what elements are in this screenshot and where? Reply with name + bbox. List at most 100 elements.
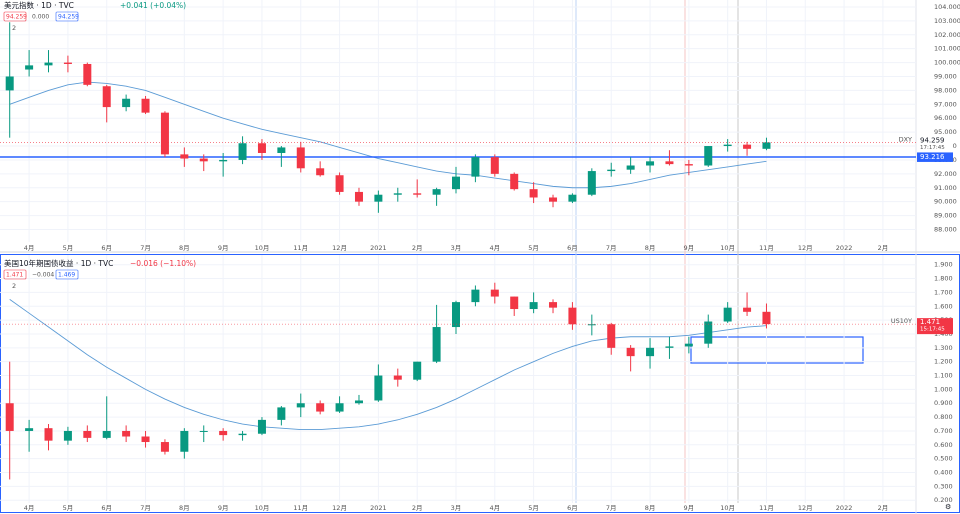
header-value: 1.469: [58, 272, 75, 279]
candle-body: [452, 176, 460, 190]
x-tick-label: 10月: [720, 504, 735, 512]
candle-body: [587, 171, 596, 195]
candle-body: [141, 98, 150, 113]
y-tick-label: 92.000: [934, 170, 957, 178]
x-tick-label: 10月: [255, 244, 270, 252]
chart-title: 美国10年期国债收益 · 1D · TVC: [4, 258, 113, 268]
candle-body: [5, 403, 14, 431]
y-tick-label: 1.700: [934, 288, 953, 296]
y-tick-label: 0.500: [934, 455, 953, 463]
y-tick-label: 101.000: [934, 45, 960, 53]
candle-body: [568, 307, 577, 325]
countdown: 17:17:45: [920, 145, 945, 151]
candle-body: [277, 147, 286, 153]
chart-title: 美元指数 · 1D · TVC: [4, 0, 74, 10]
x-tick-label: 6月: [101, 504, 112, 512]
candle-body: [529, 189, 538, 198]
header-value: 94.259: [6, 14, 27, 21]
candle-body: [354, 400, 363, 404]
x-tick-label: 2022: [836, 244, 853, 252]
candle-body: [432, 189, 441, 195]
hline-price: 93.216: [920, 153, 945, 161]
x-tick-label: 5月: [63, 504, 74, 512]
candle-body: [122, 430, 131, 437]
y-tick-label: 103.000: [934, 17, 960, 25]
x-tick-label: 2021: [370, 504, 387, 512]
candle-body: [102, 430, 111, 438]
header-value-box: [55, 269, 79, 280]
candle-body: [25, 428, 34, 431]
candle-body: [335, 403, 344, 412]
y-tick-label: 100.000: [934, 59, 960, 67]
candle-body: [607, 169, 616, 172]
candle-body: [219, 430, 228, 436]
candle-body: [587, 324, 596, 326]
header-value-box: [55, 11, 79, 22]
candle-body: [238, 433, 247, 436]
candle-body: [762, 311, 771, 325]
y-tick-label: 1.200: [934, 358, 953, 366]
candle-body: [684, 343, 693, 347]
indicator-count[interactable]: 2: [12, 24, 16, 32]
candle-body: [257, 419, 266, 434]
candle-body: [568, 194, 577, 202]
x-tick-label: 3月: [451, 504, 462, 512]
x-tick-label: 4月: [489, 504, 500, 512]
y-tick-label: 90.000: [934, 198, 957, 206]
x-tick-label: 11月: [759, 504, 774, 512]
y-tick-label: 1.300: [934, 344, 953, 352]
x-tick-label: 9月: [684, 504, 695, 512]
x-tick-label: 7月: [140, 504, 151, 512]
candle-body: [83, 430, 92, 438]
candle-body: [219, 159, 228, 162]
candle-body: [296, 403, 305, 408]
x-tick-label: 5月: [63, 244, 74, 252]
candle-body: [704, 146, 713, 166]
x-tick-label: 12月: [332, 244, 347, 252]
candle-body: [743, 307, 752, 312]
last-price-tag: [917, 318, 953, 335]
candle-body: [44, 428, 53, 441]
price-change: +0.041 (+0.04%): [120, 1, 186, 10]
candle-body: [180, 154, 189, 159]
title-part: TVC: [97, 259, 113, 268]
y-tick-label: 99.000: [934, 72, 957, 80]
x-tick-label: 2月: [412, 244, 423, 252]
settings-icon[interactable]: ⚙: [945, 503, 951, 511]
x-tick-label: 12月: [798, 504, 813, 512]
y-tick-label: 96.000: [934, 114, 957, 122]
y-tick-label: 95.000: [934, 128, 957, 136]
title-part: 1D: [41, 1, 52, 10]
x-tick-label: 7月: [140, 244, 151, 252]
candle-body: [199, 158, 208, 162]
y-tick-label: 0.600: [934, 441, 953, 449]
candle-body: [510, 173, 519, 190]
indicator-count[interactable]: 2: [12, 282, 16, 290]
candle-body: [762, 142, 771, 149]
y-tick-label: 1.000: [934, 385, 953, 393]
x-tick-label: 11月: [293, 244, 308, 252]
candle-body: [141, 436, 150, 443]
header-value-box: [3, 11, 27, 22]
candle-body: [723, 307, 732, 322]
candle-body: [413, 361, 422, 380]
candle-body: [529, 302, 538, 310]
title-part: TVC: [58, 1, 74, 10]
x-tick-label: 6月: [567, 504, 578, 512]
candle-body: [354, 191, 363, 202]
x-tick-label: 11月: [293, 504, 308, 512]
candle-body: [413, 193, 422, 195]
x-tick-label: 11月: [759, 244, 774, 252]
candle-body: [646, 347, 655, 357]
x-tick-label: 10月: [255, 504, 270, 512]
candle-body: [316, 403, 325, 412]
candle-body: [743, 144, 752, 149]
title-part: 美元指数: [4, 0, 34, 10]
last-price-tag: [917, 136, 953, 153]
candle-body: [160, 442, 169, 452]
candle-body: [122, 98, 131, 108]
y-tick-label: 1.800: [934, 275, 953, 283]
x-tick-label: 5月: [528, 244, 539, 252]
